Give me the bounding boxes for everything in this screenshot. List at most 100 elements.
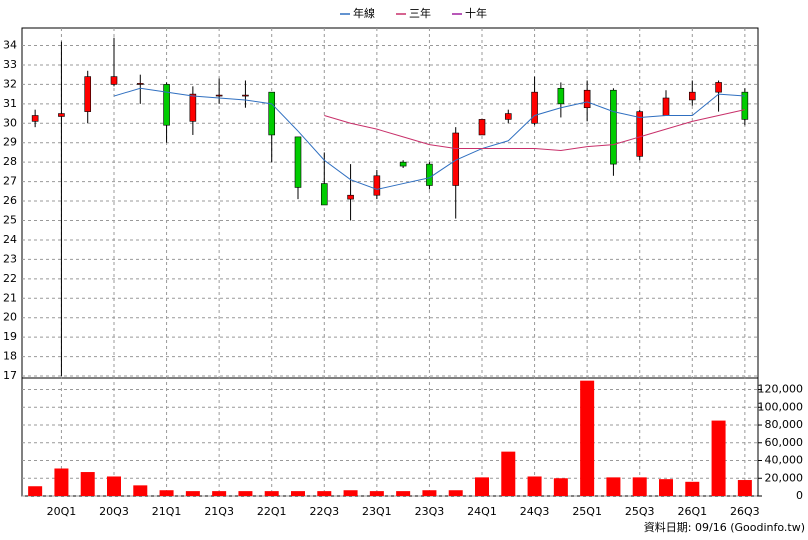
volume-bar <box>632 477 647 496</box>
y-tick-label: 29 <box>3 136 17 149</box>
x-tick-label: 20Q3 <box>99 505 129 518</box>
candle-body <box>31 115 39 122</box>
candle-body <box>636 111 644 157</box>
volume-bar <box>501 451 516 496</box>
candle-body <box>478 119 486 136</box>
legend-label: 十年 <box>465 6 487 20</box>
volume-bar <box>422 490 437 496</box>
volume-bar <box>685 481 700 496</box>
candle-body <box>110 76 118 85</box>
x-tick-label: 24Q1 <box>467 505 497 518</box>
volume-bar <box>711 420 726 496</box>
x-tick-label: 21Q3 <box>204 505 234 518</box>
x-tick-label: 26Q1 <box>677 505 707 518</box>
y-tick-label: 28 <box>3 155 17 168</box>
y-tick-label: 22 <box>3 272 17 285</box>
y-tick-label: 30 <box>3 116 17 129</box>
candle-body <box>58 113 65 117</box>
x-tick-label: 25Q1 <box>572 505 602 518</box>
x-tick-label: 20Q1 <box>47 505 77 518</box>
y2-tick-label: 80,000 <box>765 418 804 431</box>
candle-body <box>531 91 538 124</box>
x-tick-label: 26Q3 <box>730 505 760 518</box>
y-tick-label: 32 <box>3 77 17 90</box>
y-tick-label: 19 <box>3 330 17 343</box>
y-tick-label: 31 <box>3 97 17 110</box>
volume-bar <box>369 491 384 496</box>
candle-body <box>715 82 722 93</box>
candle-body <box>163 84 170 126</box>
y-tick-label: 26 <box>3 194 17 207</box>
y-tick-label: 25 <box>3 214 17 227</box>
volume-bar <box>80 472 95 496</box>
ma-line <box>113 87 745 190</box>
y-tick-label: 23 <box>3 252 17 265</box>
footnote: 資料日期: 09/16 (Goodinfo.tw) <box>644 520 805 534</box>
volume-bar <box>291 491 305 496</box>
y2-tick-label: 20,000 <box>765 471 804 484</box>
y2-tick-label: 100,000 <box>758 400 804 413</box>
volume-bar <box>737 480 752 496</box>
volume-bar <box>527 476 542 496</box>
candle-body <box>268 91 276 136</box>
candle-body <box>373 175 381 196</box>
y2-tick-label: 0 <box>796 489 803 502</box>
volume-bar <box>133 485 148 496</box>
x-tick-label: 25Q3 <box>625 505 655 518</box>
volume-bar <box>475 477 489 496</box>
y-tick-label: 20 <box>3 311 17 324</box>
candle-body <box>504 113 512 120</box>
volume-bar <box>185 491 200 496</box>
candle-body <box>662 97 670 116</box>
volume-bar <box>659 479 673 496</box>
volume-bar <box>159 490 174 496</box>
y-tick-label: 17 <box>3 369 17 382</box>
x-tick-label: 22Q3 <box>309 505 339 518</box>
volume-bar <box>606 477 621 496</box>
y-tick-label: 34 <box>3 39 17 52</box>
candle-body <box>320 183 328 206</box>
volume-bar <box>238 491 253 496</box>
candle-body <box>84 76 92 112</box>
candle-body <box>294 136 302 188</box>
volume-bar <box>317 491 332 496</box>
volume-bar <box>343 490 358 496</box>
candle-body <box>583 89 591 109</box>
y-tick-label: 27 <box>3 175 17 188</box>
y-tick-label: 21 <box>3 291 17 304</box>
candle-body <box>688 91 696 101</box>
candle-body <box>242 94 249 97</box>
legend-label: 三年 <box>409 6 431 20</box>
candle-body <box>215 94 223 97</box>
plot-frame <box>21 27 759 497</box>
candle-body <box>557 87 565 105</box>
candle-body <box>347 194 354 200</box>
candle-body <box>189 93 197 122</box>
volume-bar <box>212 491 227 496</box>
volume-bar <box>264 491 279 496</box>
x-tick-label: 21Q1 <box>152 505 182 518</box>
x-tick-label: 24Q3 <box>520 505 550 518</box>
y2-tick-label: 60,000 <box>765 436 804 449</box>
candle-body <box>426 163 433 186</box>
y2-tick-label: 40,000 <box>765 454 804 467</box>
volume-bar <box>28 486 43 496</box>
volume-bar <box>396 491 411 496</box>
volume-bar <box>54 468 69 496</box>
candle-body <box>610 89 617 165</box>
ma-line <box>324 109 745 152</box>
x-tick-label: 23Q1 <box>362 505 392 518</box>
y-tick-label: 18 <box>3 350 17 363</box>
volume-bar <box>553 478 568 496</box>
x-tick-label: 22Q1 <box>257 505 287 518</box>
y2-tick-label: 120,000 <box>758 383 804 396</box>
volume-bar <box>580 380 595 496</box>
volume-bar <box>448 490 463 496</box>
x-tick-label: 23Q3 <box>415 505 445 518</box>
y-tick-label: 24 <box>3 233 17 246</box>
candle-body <box>741 91 749 120</box>
legend-label: 年線 <box>353 6 375 20</box>
candle-body <box>136 83 144 85</box>
volume-bar <box>107 476 121 496</box>
